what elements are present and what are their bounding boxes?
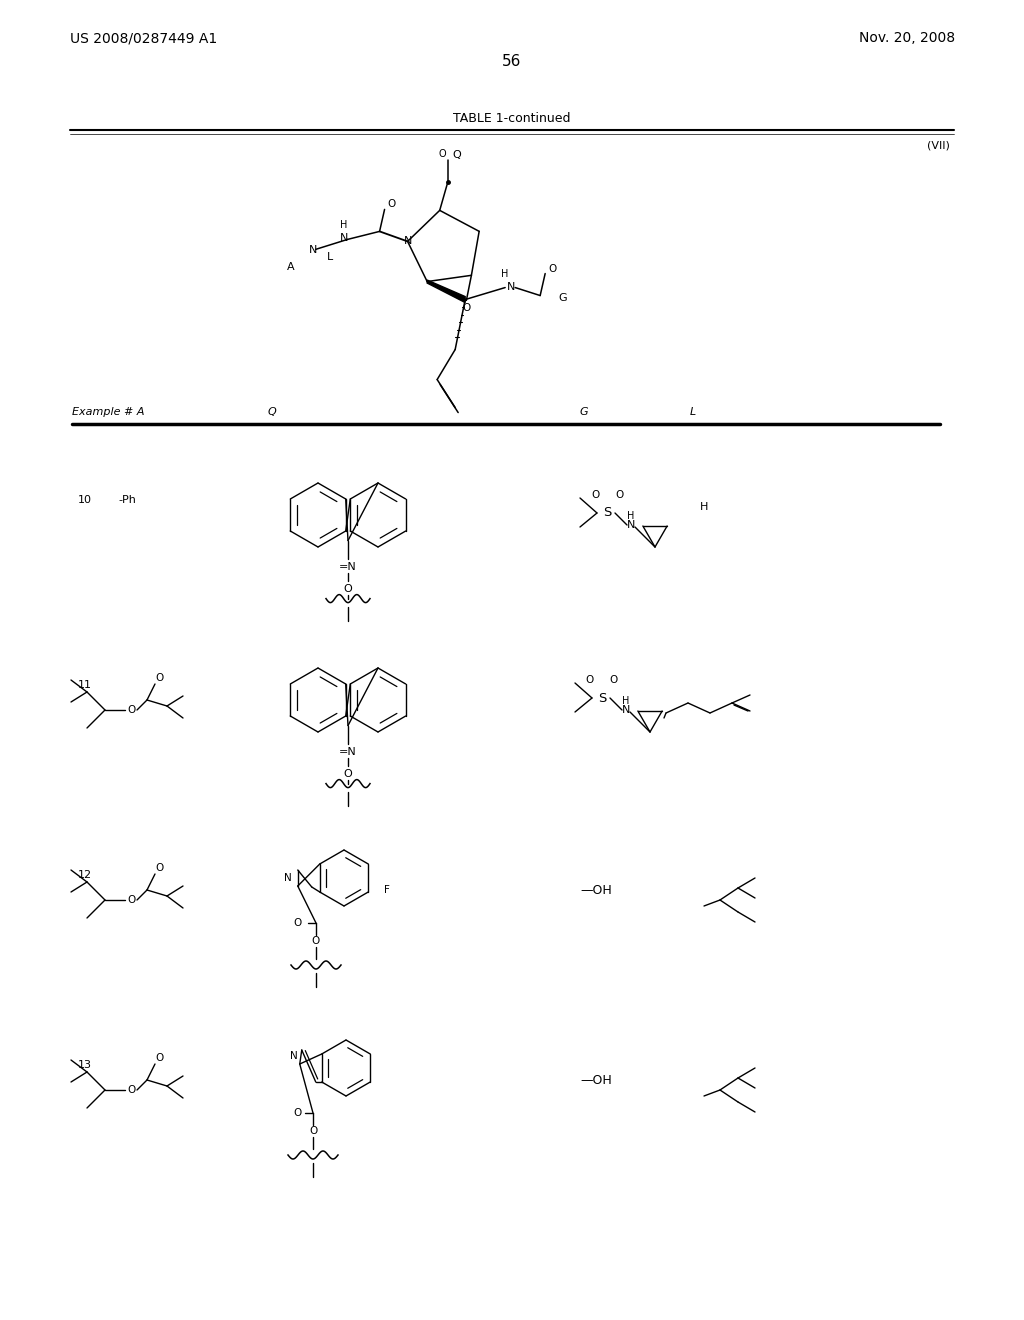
Text: 10: 10	[78, 495, 92, 506]
Text: O: O	[312, 936, 321, 946]
Text: TABLE 1-continued: TABLE 1-continued	[454, 111, 570, 124]
Text: O: O	[548, 264, 556, 273]
Text: O: O	[610, 675, 618, 685]
Text: 56: 56	[503, 54, 521, 70]
Text: H: H	[502, 268, 509, 279]
Text: L: L	[327, 252, 333, 263]
Text: H: H	[622, 696, 630, 706]
Text: O: O	[155, 673, 163, 682]
Text: N: N	[308, 246, 316, 255]
Text: S: S	[603, 507, 611, 520]
Text: N: N	[339, 234, 348, 243]
Text: Q: Q	[453, 150, 462, 160]
Text: 11: 11	[78, 680, 92, 690]
Text: N: N	[507, 281, 515, 292]
Text: L: L	[690, 407, 696, 417]
Text: O: O	[586, 675, 594, 685]
Text: N: N	[290, 1051, 298, 1061]
Text: N: N	[403, 236, 412, 247]
Text: (VII): (VII)	[927, 140, 950, 150]
Text: =N: =N	[339, 561, 357, 572]
Text: O: O	[344, 768, 352, 779]
Text: G: G	[558, 293, 567, 302]
Text: US 2008/0287449 A1: US 2008/0287449 A1	[70, 30, 217, 45]
Text: 12: 12	[78, 870, 92, 880]
Text: F: F	[384, 884, 390, 895]
Text: O: O	[387, 199, 396, 210]
Text: O: O	[309, 1126, 317, 1137]
Polygon shape	[427, 280, 465, 302]
Text: O: O	[293, 1107, 301, 1118]
Text: O: O	[344, 583, 352, 594]
Text: N: N	[284, 873, 292, 883]
Text: N: N	[627, 520, 635, 531]
Text: O: O	[614, 490, 624, 500]
Text: O: O	[294, 917, 302, 928]
Text: O: O	[591, 490, 599, 500]
Text: H: H	[340, 220, 347, 231]
Text: N: N	[622, 705, 631, 715]
Text: O: O	[127, 1085, 135, 1096]
Text: G: G	[580, 407, 589, 417]
Text: H: H	[627, 511, 635, 521]
Text: -Ph: -Ph	[118, 495, 136, 506]
Text: O: O	[155, 863, 163, 873]
Text: A: A	[287, 263, 294, 272]
Text: Nov. 20, 2008: Nov. 20, 2008	[859, 30, 955, 45]
Text: =N: =N	[339, 747, 357, 756]
Text: O: O	[127, 895, 135, 906]
Text: —OH: —OH	[580, 883, 611, 896]
Text: O: O	[438, 149, 445, 160]
Text: O: O	[127, 705, 135, 715]
Text: —OH: —OH	[580, 1073, 611, 1086]
Text: Q: Q	[268, 407, 276, 417]
Text: Example # A: Example # A	[72, 407, 144, 417]
Text: 13: 13	[78, 1060, 92, 1071]
Text: O: O	[462, 304, 470, 313]
Text: O: O	[155, 1053, 163, 1063]
Text: S: S	[598, 692, 606, 705]
Text: H: H	[700, 502, 709, 512]
